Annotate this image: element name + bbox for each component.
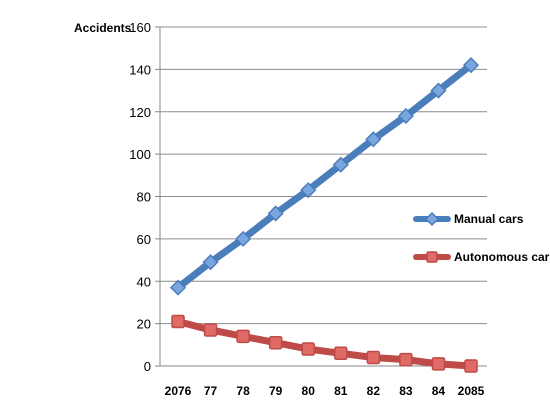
x-tick-label: 80: [302, 384, 316, 398]
legend: Manual cars Autonomous cars: [413, 211, 550, 264]
gridlines: [160, 26, 487, 367]
y-tick-label: 160: [129, 20, 151, 35]
data-point-square: [399, 352, 413, 367]
x-axis-ticks: 2076 77 78 79 80 81 82 83 84 2085: [165, 384, 485, 398]
y-tick-label: 80: [137, 190, 151, 205]
y-axis-ticks: 0 20 40 60 80 100 120 140 160: [129, 20, 160, 374]
data-point-diamond: [365, 131, 382, 148]
data-point-square: [171, 314, 185, 329]
y-tick-label: 140: [129, 62, 151, 77]
x-tick-label: 78: [236, 384, 250, 398]
x-tick-label: 82: [367, 384, 381, 398]
data-point-diamond: [235, 230, 252, 247]
y-tick-label: 20: [137, 317, 151, 332]
data-point-square: [334, 346, 348, 361]
series-line: [174, 61, 475, 292]
series-line: [174, 318, 475, 370]
series-manual-cars: [169, 57, 480, 296]
data-point-square: [268, 335, 283, 350]
data-point-square: [464, 359, 478, 373]
data-point-diamond: [397, 107, 414, 125]
x-tick-label: 79: [269, 384, 283, 398]
data-point-diamond: [169, 279, 187, 296]
x-tick-label: 2076: [165, 384, 192, 398]
data-point-diamond: [462, 57, 480, 74]
y-tick-label: 60: [137, 232, 151, 247]
legend-marker: [426, 251, 438, 263]
y-tick-label: 120: [129, 105, 151, 120]
y-tick-label: 0: [144, 359, 151, 374]
legend-label: Manual cars: [454, 212, 524, 226]
legend-label: Autonomous cars: [454, 250, 550, 264]
data-point-diamond: [300, 182, 317, 199]
data-point-diamond: [202, 254, 219, 271]
data-point-square: [431, 357, 446, 371]
data-point-square: [301, 342, 315, 356]
x-tick-label: 84: [432, 384, 446, 398]
y-tick-label: 100: [129, 147, 151, 162]
x-tick-label: 83: [399, 384, 413, 398]
data-point-diamond: [267, 205, 284, 222]
y-tick-label: 40: [137, 274, 151, 289]
x-tick-label: 2085: [458, 384, 485, 398]
legend-item: Autonomous cars: [413, 250, 550, 264]
x-tick-label: 77: [204, 384, 218, 398]
x-tick-label: 81: [334, 384, 348, 398]
y-axis-label: Accidents: [74, 21, 132, 35]
legend-marker: [424, 211, 440, 227]
legend-item: Manual cars: [413, 211, 524, 227]
series-layer: [169, 57, 480, 373]
data-point-square: [203, 323, 218, 337]
data-point-diamond: [332, 156, 349, 173]
series-autonomous-cars: [171, 314, 478, 373]
data-point-diamond: [430, 82, 447, 99]
data-point-square: [366, 350, 381, 365]
data-point-square: [236, 329, 250, 344]
